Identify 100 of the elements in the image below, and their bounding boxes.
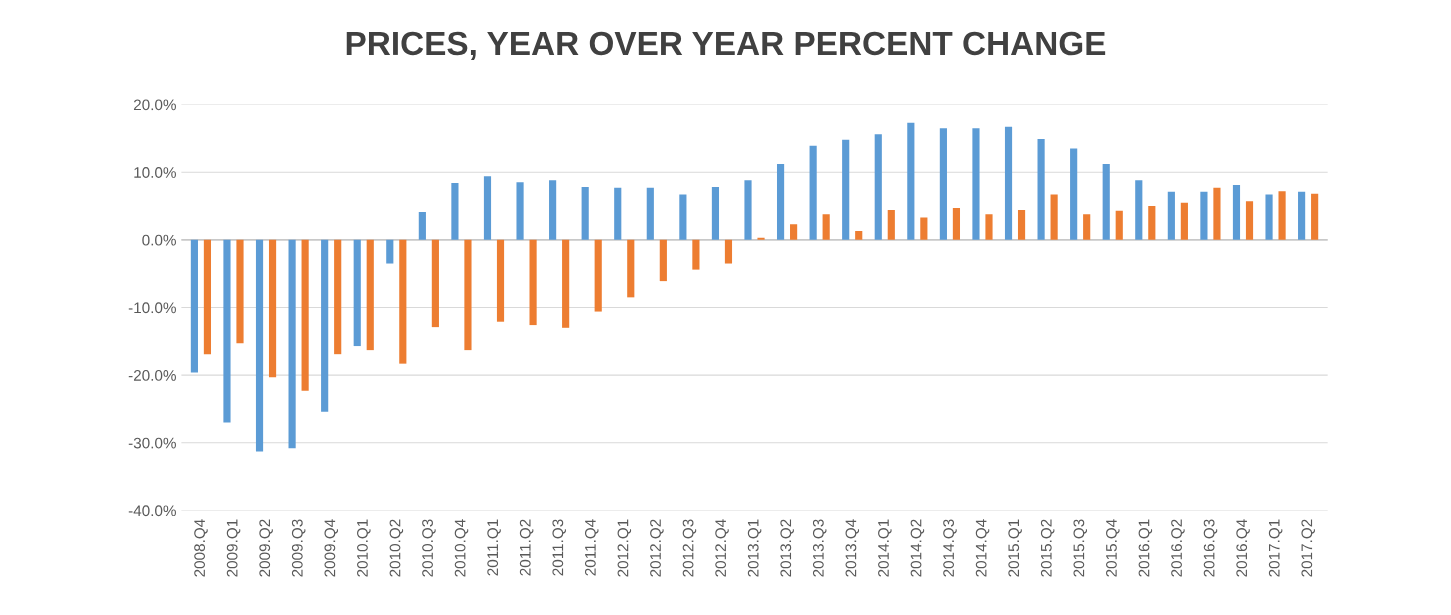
y-tick-label: 20.0% <box>133 99 176 111</box>
bar <box>386 239 394 264</box>
bar <box>809 145 817 240</box>
bar <box>1311 193 1319 240</box>
x-tick-label: 2011.Q4 <box>584 519 599 576</box>
x-tick-label: 2010.Q1 <box>357 519 371 577</box>
x-tick-label: 2015.Q1 <box>1008 519 1022 577</box>
bar <box>255 239 264 452</box>
bar <box>646 187 654 240</box>
bar <box>1115 210 1123 240</box>
x-tick-label: 2009.Q1 <box>226 519 241 577</box>
bar <box>614 187 622 240</box>
bar <box>321 239 329 412</box>
bar <box>1167 191 1175 240</box>
y-tick-label: -40.0% <box>128 505 176 517</box>
bar <box>659 239 667 282</box>
bar <box>1037 139 1045 240</box>
bar <box>711 187 720 240</box>
y-tick-label: -10.0% <box>128 302 176 314</box>
bar <box>399 239 407 364</box>
bar <box>1070 148 1078 240</box>
x-tick-label: 2009.Q4 <box>324 519 339 577</box>
bar <box>288 239 296 449</box>
x-tick-label: 2014.Q3 <box>943 519 957 577</box>
x-tick-label: 2017.Q2 <box>1301 519 1315 577</box>
y-tick-label: -20.0% <box>128 370 176 381</box>
x-tick-label: 2014.Q4 <box>975 519 990 577</box>
y-tick-label: 0.0% <box>142 234 176 246</box>
x-tick-label: 2011.Q3 <box>552 519 566 576</box>
x-tick-label: 2010.Q2 <box>389 519 404 577</box>
bar <box>1148 206 1156 240</box>
x-tick-label: 2015.Q2 <box>1040 519 1055 577</box>
bar <box>1004 126 1013 240</box>
x-tick-label: 2012.Q3 <box>682 519 697 577</box>
x-tick-label: 2009.Q3 <box>291 519 306 577</box>
x-tick-label: 2016.Q1 <box>1138 519 1153 577</box>
bar <box>757 237 765 240</box>
bar <box>842 139 850 240</box>
bar <box>203 239 212 355</box>
bar <box>223 239 231 423</box>
x-tick-label: 2016.Q2 <box>1171 519 1185 577</box>
bar <box>627 239 635 298</box>
bar <box>790 224 798 240</box>
bar <box>724 239 733 264</box>
bar <box>907 122 915 240</box>
bar <box>483 176 492 240</box>
bar <box>1265 194 1273 240</box>
bar <box>516 182 524 240</box>
bar <box>855 231 863 240</box>
bar <box>236 239 244 344</box>
bar <box>744 180 752 240</box>
chart-title: PRICES, YEAR OVER YEAR PERCENT CHANGE <box>346 31 1106 61</box>
x-tick-label: 2012.Q1 <box>617 519 632 577</box>
bar <box>1200 191 1208 240</box>
bar <box>431 239 439 328</box>
bar <box>1298 191 1306 240</box>
bar <box>562 239 570 328</box>
bar <box>972 128 980 240</box>
bar <box>1245 201 1254 240</box>
bar <box>1135 180 1143 240</box>
x-tick-label: 2012.Q2 <box>650 519 664 577</box>
bar <box>549 180 557 240</box>
bar <box>581 187 589 240</box>
bar <box>1050 194 1058 240</box>
bar <box>679 194 687 240</box>
x-tick-label: 2013.Q2 <box>780 519 794 577</box>
bar <box>874 134 882 240</box>
x-tick-label: 2009.Q2 <box>259 519 273 577</box>
bar <box>822 214 830 240</box>
bar <box>1102 164 1110 240</box>
x-tick-label: 2017.Q1 <box>1268 519 1283 577</box>
bar <box>366 239 374 351</box>
bar <box>1213 187 1221 240</box>
x-tick-label: 2013.Q4 <box>845 519 860 577</box>
bar <box>920 217 928 240</box>
bar <box>1083 214 1091 240</box>
x-tick-label: 2015.Q4 <box>1106 519 1120 577</box>
bar <box>451 183 459 240</box>
bar <box>334 239 342 355</box>
bar <box>939 128 947 240</box>
y-tick-label: -30.0% <box>128 437 176 449</box>
bar <box>776 164 785 240</box>
x-tick-label: 2008.Q4 <box>194 519 208 577</box>
bar <box>1278 191 1286 240</box>
bar <box>1232 185 1241 240</box>
bar <box>1017 210 1026 240</box>
bar <box>985 214 993 240</box>
x-tick-label: 2012.Q4 <box>715 519 729 577</box>
bar <box>464 239 472 351</box>
bar <box>190 239 198 373</box>
x-tick-label: 2014.Q1 <box>878 519 892 577</box>
x-tick-label: 2013.Q3 <box>812 519 827 577</box>
bar <box>301 239 309 391</box>
bar <box>529 239 537 326</box>
y-tick-label: 10.0% <box>134 167 176 178</box>
x-tick-label: 2013.Q1 <box>747 519 762 577</box>
bar <box>1180 202 1188 240</box>
bar <box>418 212 426 240</box>
x-tick-label: 2010.Q3 <box>422 519 436 577</box>
bar <box>692 239 700 270</box>
